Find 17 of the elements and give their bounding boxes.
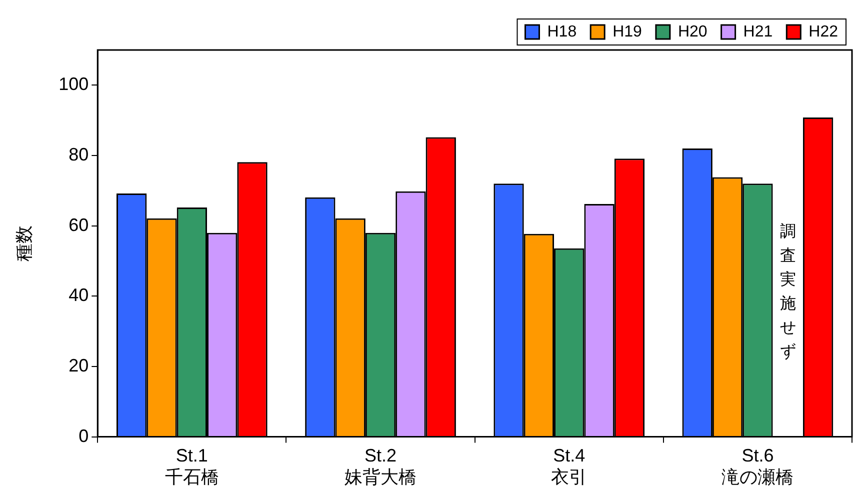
legend-label: H21 — [743, 23, 773, 40]
y-tick-label: 0 — [78, 426, 89, 446]
y-tick-label: 20 — [68, 355, 89, 376]
x-tick-label: St.4 衣引 — [551, 446, 588, 488]
legend-label: H22 — [808, 23, 838, 40]
x-tick-label: St.1 千石橋 — [164, 446, 219, 488]
legend-label: H20 — [678, 23, 708, 40]
annotation: 調査実施せず — [780, 222, 796, 360]
y-tick-label: 40 — [68, 285, 89, 306]
x-tick-label: St.6 滝の瀬橋 — [722, 446, 794, 488]
y-tick-label: 100 — [58, 74, 89, 94]
y-axis-title: 種数 — [14, 225, 34, 262]
y-tick-label: 80 — [68, 144, 89, 164]
legend-label: H19 — [612, 23, 642, 40]
legend-label: H18 — [547, 23, 577, 40]
x-tick-label: St.2 妹背大橋 — [344, 446, 417, 488]
y-tick-label: 60 — [68, 214, 89, 235]
